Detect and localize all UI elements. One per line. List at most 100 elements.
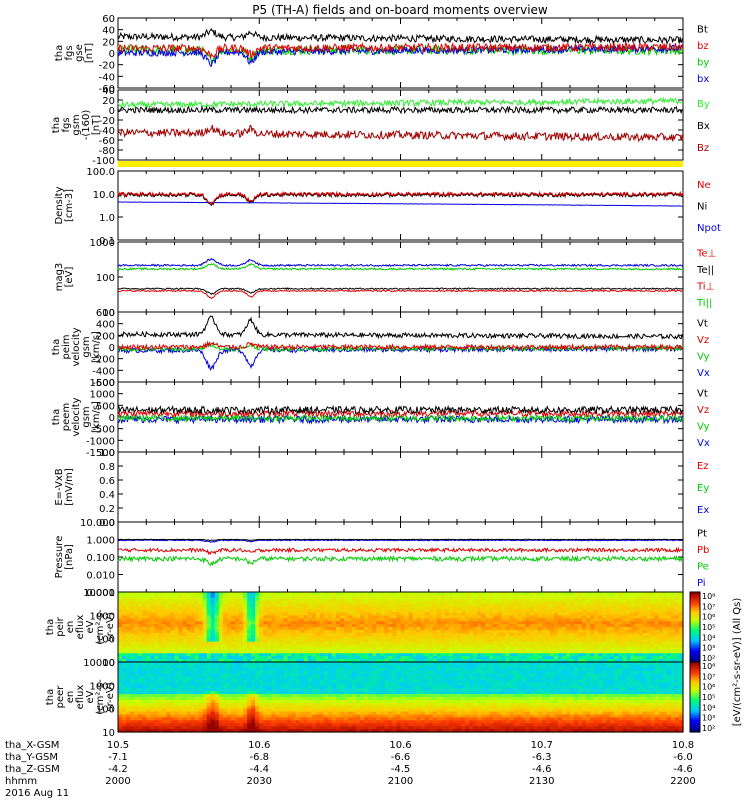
spectrogram-cell	[344, 618, 349, 622]
spectrogram-cell	[481, 618, 486, 622]
spectrogram-cell	[239, 609, 244, 614]
spectrogram-cell	[126, 659, 131, 663]
spectrogram-cell	[239, 627, 244, 631]
ylabel-line: [km/s]	[91, 401, 102, 433]
spectrogram-cell	[190, 670, 196, 675]
spectrogram-cell	[553, 600, 559, 605]
spectrogram-cell	[231, 653, 236, 657]
spectrogram-cell	[255, 670, 260, 675]
spectrogram-cell	[239, 624, 244, 628]
spectrogram-cell	[412, 653, 418, 657]
spectrogram-cell	[461, 647, 466, 651]
spectrogram-cell	[194, 691, 200, 695]
spectrogram-cell	[166, 729, 172, 733]
spectrogram-cell	[594, 656, 599, 660]
spectrogram-cell	[154, 635, 159, 640]
spectrogram-cell	[513, 621, 519, 625]
spectrogram-cell	[251, 638, 256, 643]
spectrogram-cell	[565, 594, 571, 599]
spectrogram-cell	[263, 632, 268, 637]
spectrogram-cell	[339, 641, 345, 646]
spectrogram-cell	[162, 723, 168, 727]
spectrogram-cell	[529, 621, 535, 625]
spectrogram-cell	[662, 592, 668, 596]
spectrogram-cell	[194, 720, 200, 724]
spectrogram-cell	[331, 650, 337, 654]
spectrogram-cell	[174, 685, 180, 689]
spectrogram-cell	[465, 635, 470, 640]
spectrogram-cell	[178, 711, 184, 716]
spectrogram-cell	[271, 600, 276, 605]
spectrogram-cell	[428, 638, 434, 643]
spectrogram-cell	[118, 621, 123, 625]
spectrogram-cell	[606, 597, 611, 602]
spectrogram-cell	[642, 615, 648, 619]
spectrogram-cell	[485, 647, 490, 651]
spectrogram-cell	[473, 612, 478, 616]
spectrogram-cell	[243, 624, 248, 628]
spectrogram-cell	[138, 592, 143, 596]
spectrogram-cell	[598, 635, 603, 640]
spectrogram-cell	[275, 650, 281, 654]
spectrogram-cell	[614, 606, 620, 611]
spectrogram-cell	[428, 647, 434, 651]
spectrogram-cell	[162, 615, 168, 619]
spectrogram-cell	[412, 656, 418, 660]
spectrogram-cell	[533, 659, 539, 663]
spectrogram-cell	[622, 600, 628, 605]
spectrogram-cell	[461, 615, 466, 619]
spectrogram-cell	[198, 679, 204, 684]
spectrogram-cell	[533, 624, 539, 628]
spectrogram-cell	[146, 627, 151, 631]
spectrogram-cell	[235, 676, 240, 681]
spectrogram-cell	[364, 629, 369, 634]
spectrogram-cell	[348, 647, 353, 651]
spectrogram-cell	[178, 679, 184, 684]
spectrogram-cell	[537, 638, 543, 643]
spectrogram-cell	[170, 720, 176, 724]
spectrogram-cell	[134, 670, 139, 675]
spectrogram-cell	[138, 624, 143, 628]
spectrogram-cell	[440, 600, 446, 605]
spectrogram-cell	[255, 685, 260, 689]
spectrogram-cell	[231, 720, 236, 724]
spectrogram-cell	[481, 624, 486, 628]
spectrogram-cell	[247, 685, 252, 689]
spectrogram-cell	[646, 656, 652, 660]
spectrogram-cell	[574, 632, 579, 637]
spectrogram-cell	[235, 592, 240, 596]
spectrogram-cell	[392, 638, 398, 643]
traces	[117, 257, 684, 300]
ylabel-line: fgs	[64, 45, 75, 60]
spectrogram-cell	[432, 603, 438, 608]
spectrogram-cell	[303, 612, 309, 616]
spectrogram-cell	[146, 624, 151, 628]
spectrogram-cell	[295, 612, 301, 616]
spectrogram-cell	[594, 644, 599, 649]
spectrogram-cell	[344, 592, 349, 596]
spectrogram-cell	[646, 618, 652, 622]
spectrogram-cell	[521, 606, 527, 611]
spectrogram-cell	[461, 603, 466, 608]
spectrogram-cell	[263, 627, 268, 631]
spectrogram-cell	[497, 624, 502, 628]
traces	[118, 662, 684, 733]
spectrogram-cell	[311, 600, 317, 605]
spectrogram-cell	[146, 621, 151, 625]
spectrogram-cell	[586, 659, 591, 663]
spectrogram-cell	[130, 667, 135, 672]
spectrogram-cell	[142, 638, 147, 643]
spectrogram-cell	[541, 656, 547, 660]
spectrogram-cell	[255, 711, 260, 716]
spectrogram-cell	[505, 627, 511, 631]
spectrogram-cell	[255, 664, 260, 669]
spectrogram-cell	[138, 632, 143, 637]
spectrogram-cell	[279, 615, 285, 619]
spectrogram-cell	[118, 612, 123, 616]
spectrogram-cell	[154, 656, 159, 660]
spectrogram-cell	[327, 600, 333, 605]
spectrogram-cell	[570, 594, 575, 599]
spectrogram-cell	[231, 600, 236, 605]
spectrogram-cell	[352, 618, 357, 622]
spectrogram-cell	[372, 632, 377, 637]
